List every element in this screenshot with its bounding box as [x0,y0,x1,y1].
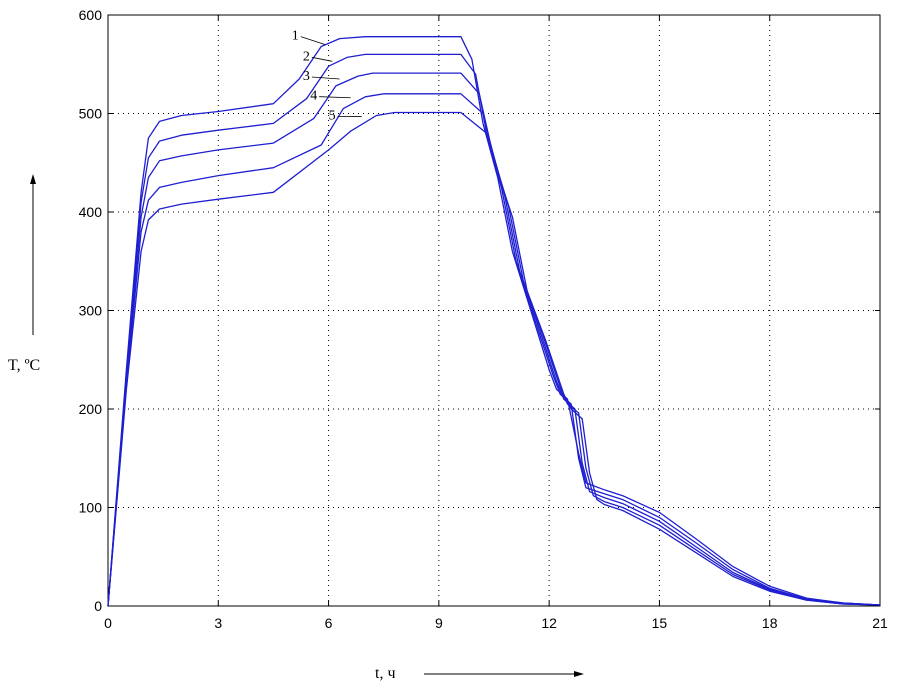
series-leader-1 [300,36,326,45]
y-tick-label: 100 [79,500,103,516]
y-tick-label: 300 [79,303,103,319]
x-tick-label: 3 [214,615,222,631]
x-tick-label: 0 [104,615,112,631]
y-axis-arrowhead-icon [30,174,36,184]
x-tick-label: 18 [762,615,778,631]
series-layer [107,36,881,607]
series-line-2 [107,53,881,607]
series-leader-4 [319,96,351,99]
series-line-4 [107,93,881,607]
y-tick-label: 500 [79,106,103,122]
series-label-5: 5 [329,108,336,123]
series-leader-2 [311,56,333,62]
series-line-3 [107,72,881,607]
y-axis-label: T, ºC [8,357,40,374]
series-line-1 [107,36,881,607]
series-label-3: 3 [303,69,310,84]
series-label-1: 1 [292,29,299,44]
x-axis-arrowhead-icon [574,671,584,677]
series-label-2: 2 [303,49,310,64]
grid [108,15,880,606]
y-tick-label: 600 [79,7,103,23]
series-line-5 [107,111,881,607]
series-label-4: 4 [310,89,317,104]
y-tick-label: 200 [79,401,103,417]
x-tick-label: 9 [435,615,443,631]
x-tick-label: 12 [541,615,557,631]
x-tick-label: 21 [872,615,888,631]
series-labels: 12 345 [292,29,362,123]
y-tick-label: 0 [94,598,102,614]
x-tick-label: 15 [652,615,668,631]
x-tick-label: 6 [325,615,333,631]
series-leader-3 [311,76,340,80]
y-tick-label: 400 [79,204,103,220]
x-axis-label: t, ч [375,665,396,682]
